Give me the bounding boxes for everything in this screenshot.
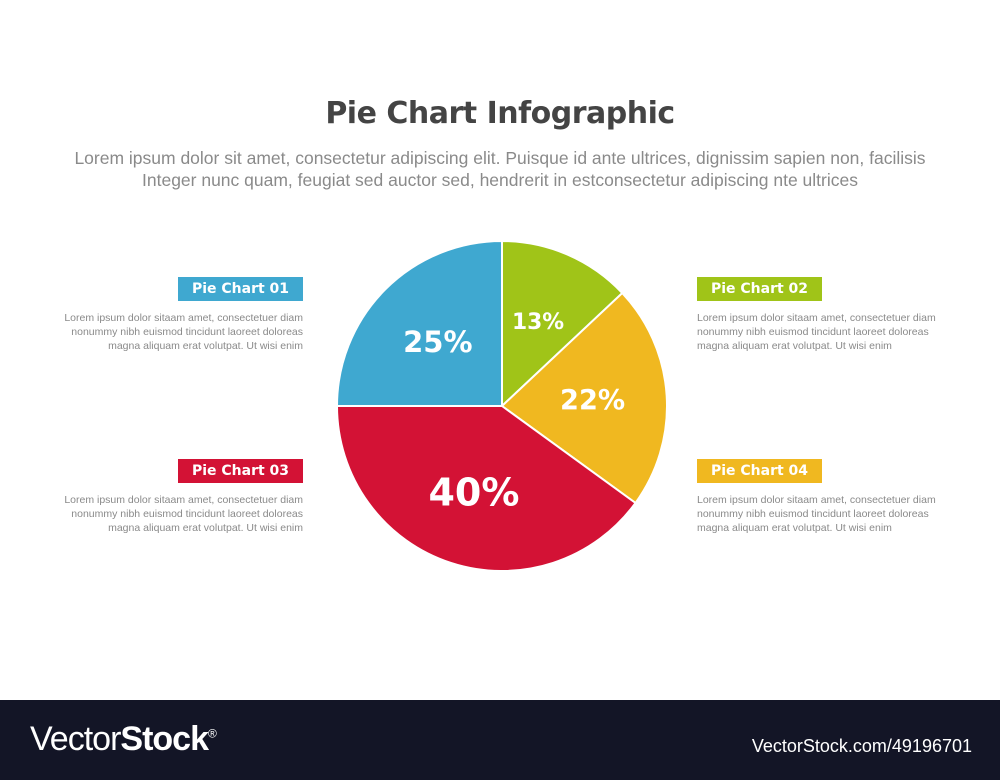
desc-03: Lorem ipsum dolor sitaam amet, consectet… [53,493,303,535]
desc-line: nonummy nibh euismod tincidunt laoreet d… [71,326,303,338]
logo-mark: ® [207,726,217,741]
desc-line: Lorem ipsum dolor sitaam amet, consectet… [64,494,303,506]
footer-bar: VectorStock® VectorStock.com/49196701 [0,700,1000,780]
desc-line: nonummy nibh euismod tincidunt laoreet d… [697,508,929,520]
pie-slice-label-3: 40% [428,470,519,514]
pie-slice-4 [335,239,503,407]
desc-04: Lorem ipsum dolor sitaam amet, consectet… [697,493,947,535]
desc-line: nonummy nibh euismod tincidunt laoreet d… [71,508,303,520]
desc-line: Lorem ipsum dolor sitaam amet, consectet… [697,494,936,506]
desc-01: Lorem ipsum dolor sitaam amet, consectet… [53,311,303,353]
desc-line: magna aliquam erat volutpat. Ut wisi eni… [108,340,303,352]
pie-slice-2 [500,291,668,505]
desc-line: Lorem ipsum dolor sitaam amet, consectet… [697,312,936,324]
pie-slice-label-1: 13% [512,310,564,335]
desc-line: magna aliquam erat volutpat. Ut wisi eni… [697,522,892,534]
tag-pie-chart-01: Pie Chart 01 [178,277,303,301]
pie-chart: 13% 22% 40% 25% [335,239,668,572]
pie-slice-3 [335,405,637,572]
desc-line: magna aliquam erat volutpat. Ut wisi eni… [108,522,303,534]
desc-line: nonummy nibh euismod tincidunt laoreet d… [697,326,929,338]
subtitle-line: Lorem ipsum dolor sit amet, consectetur … [74,148,926,168]
desc-02: Lorem ipsum dolor sitaam amet, consectet… [697,311,947,353]
logo-light: Vector [30,720,121,758]
tag-pie-chart-04: Pie Chart 04 [697,459,822,483]
pie-slice-label-2: 22% [560,385,625,416]
tag-pie-chart-03: Pie Chart 03 [178,459,303,483]
subtitle: Lorem ipsum dolor sit amet, consectetur … [0,147,1000,191]
vectorstock-logo: VectorStock® [30,720,217,759]
pie-slice-label-4: 25% [403,325,472,359]
tag-pie-chart-02: Pie Chart 02 [697,277,822,301]
logo-bold: Stock [120,720,209,758]
desc-line: Lorem ipsum dolor sitaam amet, consectet… [64,312,303,324]
desc-line: magna aliquam erat volutpat. Ut wisi eni… [697,340,892,352]
footer-url: VectorStock.com/49196701 [751,736,972,756]
subtitle-line: Integer nunc quam, feugiat sed auctor se… [142,170,858,190]
pie-slice-1 [501,239,624,409]
page-title: Pie Chart Infographic [325,96,675,131]
